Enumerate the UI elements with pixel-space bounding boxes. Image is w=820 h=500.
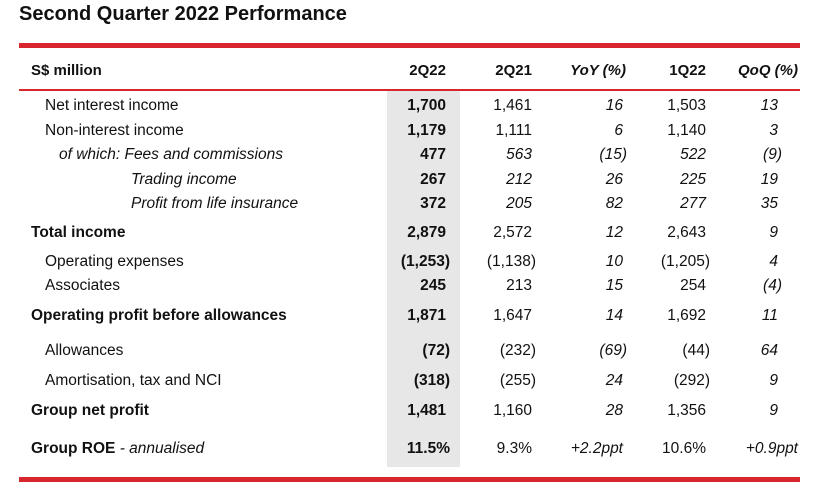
cell-2q21: (1,138) (486, 253, 536, 270)
cell-qoq: 9 (769, 224, 778, 241)
cell-1q22: 225 (680, 171, 706, 188)
cell-2q21: 1,160 (493, 402, 532, 419)
cell-2q22: 372 (420, 195, 446, 212)
cell-1q22: (292) (673, 372, 710, 389)
cell-yoy: 15 (605, 277, 623, 294)
header-red-rule (19, 89, 800, 91)
cell-qoq: 9 (769, 402, 778, 419)
cell-qoq: 13 (760, 97, 778, 114)
page-title: Second Quarter 2022 Performance (19, 3, 347, 25)
row-label: Total income (31, 224, 126, 241)
cell-qoq: 9 (769, 372, 778, 389)
cell-qoq: 3 (769, 122, 778, 139)
row-label: Trading income (131, 171, 237, 188)
cell-qoq: 4 (769, 253, 778, 270)
header-2q22: 2Q22 (409, 62, 446, 79)
cell-2q21: 205 (506, 195, 532, 212)
cell-1q22: (1,205) (660, 253, 710, 270)
cell-yoy: (15) (599, 146, 627, 163)
cell-yoy: 26 (605, 171, 623, 188)
cell-yoy: 12 (605, 224, 623, 241)
cell-2q21: 1,647 (493, 307, 532, 324)
cell-qoq: 35 (760, 195, 778, 212)
cell-1q22: 1,140 (667, 122, 706, 139)
row-label: of which: Fees and commissions (59, 146, 283, 163)
header-qoq: QoQ (%) (738, 62, 798, 79)
row-label: Non-interest income (45, 122, 184, 139)
header-2q21: 2Q21 (495, 62, 532, 79)
cell-2q22: 1,481 (407, 402, 446, 419)
row-label: Allowances (45, 342, 124, 359)
cell-yoy: 10 (605, 253, 623, 270)
cell-qoq: 64 (760, 342, 778, 359)
cell-2q21: (255) (499, 372, 536, 389)
row-label-main: Group ROE (31, 440, 116, 457)
row-label: Net interest income (45, 97, 179, 114)
cell-yoy: 14 (605, 307, 623, 324)
header-label: S$ million (31, 62, 102, 79)
row-label: Operating expenses (45, 253, 184, 270)
cell-2q21: 1,461 (493, 97, 532, 114)
cell-2q22: 1,700 (407, 97, 446, 114)
cell-2q21: 563 (506, 146, 532, 163)
row-label: Profit from life insurance (131, 195, 299, 212)
cell-1q22: 10.6% (662, 440, 706, 457)
cell-yoy: 16 (605, 97, 623, 114)
cell-1q22: (44) (682, 342, 710, 359)
cell-yoy: 28 (605, 402, 623, 419)
cell-yoy: 82 (605, 195, 623, 212)
cell-2q21: (232) (499, 342, 536, 359)
top-red-rule (19, 43, 800, 48)
cell-qoq: (9) (763, 146, 782, 163)
cell-2q22: (1,253) (400, 253, 450, 270)
cell-2q21: 2,572 (493, 224, 532, 241)
cell-2q22: 2,879 (407, 224, 446, 241)
cell-2q22: 1,871 (407, 307, 446, 324)
cell-2q22: (318) (413, 372, 450, 389)
cell-1q22: 2,643 (667, 224, 706, 241)
cell-1q22: 1,503 (667, 97, 706, 114)
cell-yoy: +2.2ppt (570, 440, 623, 457)
cell-2q22: 11.5% (406, 440, 450, 457)
row-label: Amortisation, tax and NCI (45, 372, 222, 389)
cell-qoq: 19 (760, 171, 778, 188)
cell-2q22: 267 (420, 171, 446, 188)
row-label: Group ROE - annualised (31, 439, 204, 459)
row-label: Group net profit (31, 402, 149, 419)
current-quarter-highlight (387, 91, 460, 467)
cell-2q22: (72) (422, 342, 450, 359)
cell-2q21: 9.3% (496, 440, 532, 457)
cell-2q21: 213 (506, 277, 532, 294)
bottom-red-rule (19, 477, 800, 482)
row-label: Operating profit before allowances (31, 307, 287, 324)
cell-2q21: 1,111 (495, 122, 533, 139)
cell-1q22: 254 (680, 277, 706, 294)
cell-1q22: 1,356 (667, 402, 706, 419)
cell-1q22: 1,692 (667, 307, 706, 324)
cell-yoy: 24 (605, 372, 623, 389)
cell-yoy: (69) (599, 342, 627, 359)
header-yoy: YoY (%) (570, 62, 626, 79)
row-label: Associates (45, 277, 120, 294)
cell-1q22: 522 (680, 146, 706, 163)
cell-qoq: (4) (763, 277, 782, 294)
row-label-suffix: - annualised (115, 440, 205, 457)
cell-2q22: 1,179 (407, 122, 446, 139)
cell-qoq: +0.9ppt (745, 440, 798, 457)
cell-yoy: 6 (614, 122, 623, 139)
header-1q22: 1Q22 (669, 62, 706, 79)
cell-2q22: 477 (420, 146, 446, 163)
cell-1q22: 277 (680, 195, 706, 212)
cell-2q22: 245 (420, 277, 446, 294)
cell-2q21: 212 (506, 171, 532, 188)
cell-qoq: 11 (761, 307, 778, 324)
